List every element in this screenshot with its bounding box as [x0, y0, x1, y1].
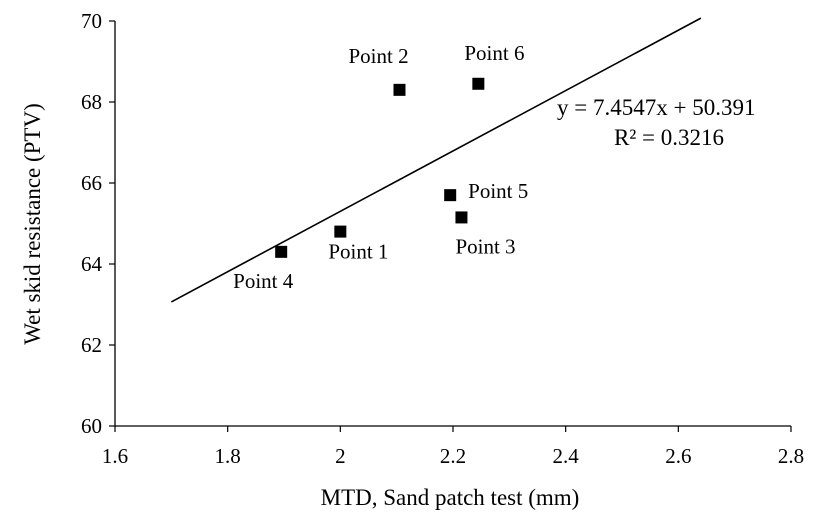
x-tick-label: 2.2	[440, 444, 466, 468]
data-point-marker	[472, 77, 485, 90]
data-point-marker	[275, 245, 288, 258]
trendline-equation: y = 7.4547x + 50.391	[557, 95, 755, 120]
y-tick-label: 64	[81, 252, 103, 276]
trendline-r2: R² = 0.3216	[614, 125, 724, 150]
y-tick-label: 68	[81, 90, 102, 114]
y-axis-title: Wet skid resistance (PTV)	[20, 103, 45, 345]
y-tick-label: 66	[81, 171, 102, 195]
x-tick-label: 2.6	[665, 444, 691, 468]
point-label: Point 6	[464, 41, 524, 65]
trendline	[170, 17, 702, 303]
data-points	[275, 77, 485, 258]
point-label: Point 5	[468, 179, 528, 203]
point-labels: Point 1 Point 2 Point 3 Point 4 Point 5 Point…	[233, 41, 528, 293]
x-axis-title: MTD, Sand patch test (mm)	[321, 485, 580, 510]
x-tick-label: 1.6	[102, 444, 128, 468]
data-point-marker	[455, 211, 468, 224]
y-tick-label: 62	[81, 333, 102, 357]
x-tick-label: 1.8	[215, 444, 241, 468]
x-tick-label: 2.4	[553, 444, 580, 468]
y-tick-label: 70	[81, 9, 102, 33]
data-point-marker	[444, 189, 457, 202]
point-label: Point 3	[455, 234, 515, 258]
point-label: Point 2	[348, 44, 408, 68]
x-tick-label: 2	[335, 444, 346, 468]
y-tick-label: 60	[81, 414, 102, 438]
point-label: Point 1	[328, 240, 388, 264]
axes	[109, 20, 792, 432]
point-label: Point 4	[233, 269, 294, 293]
x-tick-label: 2.8	[778, 444, 804, 468]
data-point-marker	[334, 225, 347, 238]
data-point-marker	[393, 83, 406, 96]
tick-labels: 60 62 64 66 68 70 1.6 1.8 2 2.2 2.4 2.6 2.8	[81, 9, 804, 468]
